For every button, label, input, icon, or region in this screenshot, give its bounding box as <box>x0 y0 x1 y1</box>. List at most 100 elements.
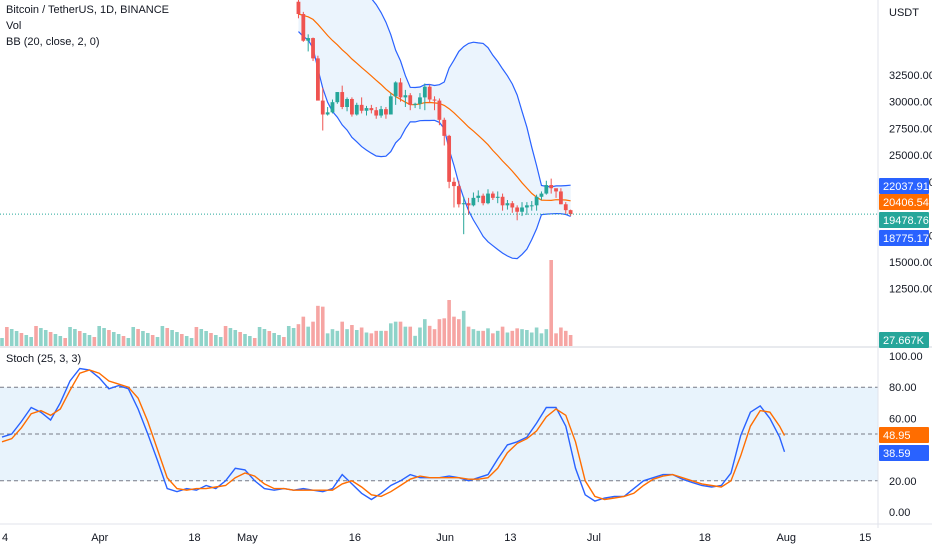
stoch-d-tag-bg <box>879 427 929 443</box>
volume-bar <box>306 326 310 346</box>
candle-body <box>481 195 486 204</box>
price-unit-label: USDT <box>889 7 919 19</box>
candle-body <box>374 110 379 116</box>
stochastic-legend[interactable]: Stoch (25, 3, 3) <box>6 353 82 365</box>
candle-body <box>379 109 383 116</box>
volume-bar <box>48 332 53 346</box>
bb-basis-tag: 20406.54 <box>883 197 929 209</box>
volume-bar <box>505 332 510 346</box>
volume-bar <box>427 325 432 346</box>
candle-body <box>520 207 524 212</box>
volume-bar <box>369 333 374 346</box>
candle-body <box>398 82 403 98</box>
volume-bar <box>330 329 335 346</box>
volume-bar <box>248 336 252 346</box>
volume-bar <box>9 329 14 346</box>
volume-bar <box>408 326 413 346</box>
candle-body <box>364 108 369 111</box>
volume-bar <box>495 330 500 346</box>
volume-bar <box>534 327 539 346</box>
volume-bar <box>82 333 87 346</box>
price-tick-label: 12500.00 <box>889 284 932 296</box>
volume-bar <box>194 327 199 346</box>
volume-bar <box>272 333 276 346</box>
volume-bar <box>457 319 461 346</box>
volume-bar <box>146 333 150 346</box>
volume-bar <box>34 326 38 346</box>
candle-body <box>456 186 461 205</box>
volume-bar <box>58 336 63 346</box>
time-tick-label: 15 <box>859 532 871 544</box>
candle-body <box>447 135 452 182</box>
time-tick-label: 13 <box>504 532 516 544</box>
candles <box>296 0 573 235</box>
volume-bar <box>175 332 179 346</box>
volume-bar <box>97 326 101 346</box>
volume-bar <box>111 332 116 346</box>
bb-lower-line <box>298 31 571 260</box>
volume-bar <box>136 329 140 346</box>
candle-body <box>408 95 413 105</box>
volume-bar <box>121 336 126 346</box>
time-tick-label: Jun <box>436 532 454 544</box>
volume-bar <box>374 330 379 346</box>
candle-body <box>476 195 481 198</box>
volume-bar <box>277 335 281 346</box>
candle-body <box>554 188 558 192</box>
volume-bar <box>539 333 544 346</box>
volume-bar <box>568 335 573 346</box>
volume-bar <box>520 329 524 346</box>
volume-bar <box>19 333 24 346</box>
volume-bar <box>525 330 529 346</box>
volume-bar <box>199 329 204 346</box>
volume-bar <box>252 338 257 346</box>
volume-bar <box>262 329 267 346</box>
volume-bar <box>189 338 194 346</box>
candle-body <box>330 102 335 113</box>
volume-bar <box>228 328 233 346</box>
volume-bar <box>393 321 398 346</box>
candle-body <box>350 98 354 115</box>
candle-body <box>505 203 510 206</box>
last-price-tag-bg <box>879 212 929 228</box>
volume-bar <box>5 327 9 346</box>
bollinger-bands <box>298 0 571 260</box>
candle-body <box>325 112 330 115</box>
volume-bar <box>257 327 262 346</box>
volume-bar <box>437 319 442 346</box>
stoch-tick-label: 60.00 <box>889 413 917 425</box>
price-tick-label: 25000.00 <box>889 150 932 162</box>
volume-bar <box>423 319 427 346</box>
time-tick-label: 16 <box>349 532 361 544</box>
volume-bar <box>432 329 437 346</box>
volume-bar <box>107 330 111 346</box>
volume-bar <box>63 338 67 346</box>
bb-upper-tag: 22037.91 <box>883 181 929 193</box>
bollinger-legend[interactable]: BB (20, close, 2, 0) <box>6 36 100 48</box>
volume-bar <box>233 330 238 346</box>
volume-bar <box>126 338 131 346</box>
time-tick-label: 18 <box>699 532 711 544</box>
volume-bar <box>510 330 515 346</box>
time-tick-label: May <box>237 532 258 544</box>
candle-body <box>486 193 490 204</box>
candle-body <box>340 92 345 108</box>
symbol-title[interactable]: Bitcoin / TetherUS, 1D, BINANCE <box>6 4 170 16</box>
candle-body <box>452 181 456 187</box>
volume-bar <box>529 332 534 346</box>
stochastic-panel <box>0 367 878 502</box>
volume-bar <box>267 331 272 346</box>
candle-body <box>388 96 393 115</box>
candle-body <box>510 203 515 208</box>
volume-legend[interactable]: Vol <box>6 20 22 32</box>
volume-bar <box>486 328 490 346</box>
candle-body <box>311 38 315 59</box>
candle-body <box>301 14 306 41</box>
volume-bar <box>170 330 174 346</box>
candle-body <box>563 204 568 211</box>
candle-body <box>393 82 398 97</box>
stoch-tick-label: 0.00 <box>889 507 910 519</box>
candle-body <box>296 1 301 15</box>
candle-body <box>369 108 374 111</box>
